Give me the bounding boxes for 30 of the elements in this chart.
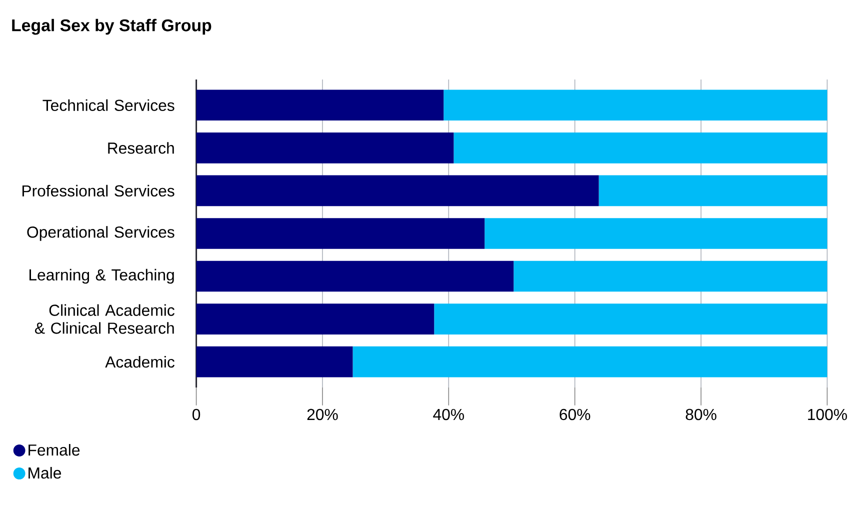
bar xyxy=(514,261,828,292)
bar xyxy=(196,218,485,250)
bar xyxy=(454,132,828,164)
bar xyxy=(196,261,514,292)
y-tick-label: Operational Services xyxy=(27,226,174,242)
bar xyxy=(196,304,434,335)
x-tick-label: 40% xyxy=(433,409,464,420)
bar xyxy=(196,132,454,164)
bar xyxy=(598,175,828,206)
x-tick-label: 20% xyxy=(307,409,338,420)
y-tick-label: Research xyxy=(108,142,174,154)
x-tick-label: 60% xyxy=(560,409,590,420)
bar xyxy=(196,90,444,121)
bar xyxy=(444,90,828,121)
chart-title: Legal Sex by Staff Group xyxy=(12,19,212,35)
bar xyxy=(434,304,828,335)
x-tick-label: 100% xyxy=(808,409,847,420)
bar xyxy=(196,175,599,206)
x-tick-label: 0 xyxy=(192,409,200,420)
bar xyxy=(352,346,828,378)
y-tick-label: Clinical Academic & Clinical Research xyxy=(34,304,174,334)
legend-label: Female xyxy=(28,444,80,456)
bar xyxy=(484,218,828,250)
y-tick-label: Academic xyxy=(105,356,174,368)
bar xyxy=(196,346,353,378)
y-tick-label: Professional Services xyxy=(22,185,174,197)
legend-label: Male xyxy=(28,467,62,479)
y-tick-label: Technical Services xyxy=(42,99,174,112)
x-tick-label: 80% xyxy=(686,409,716,420)
y-tick-label: Learning & Teaching xyxy=(30,269,174,284)
